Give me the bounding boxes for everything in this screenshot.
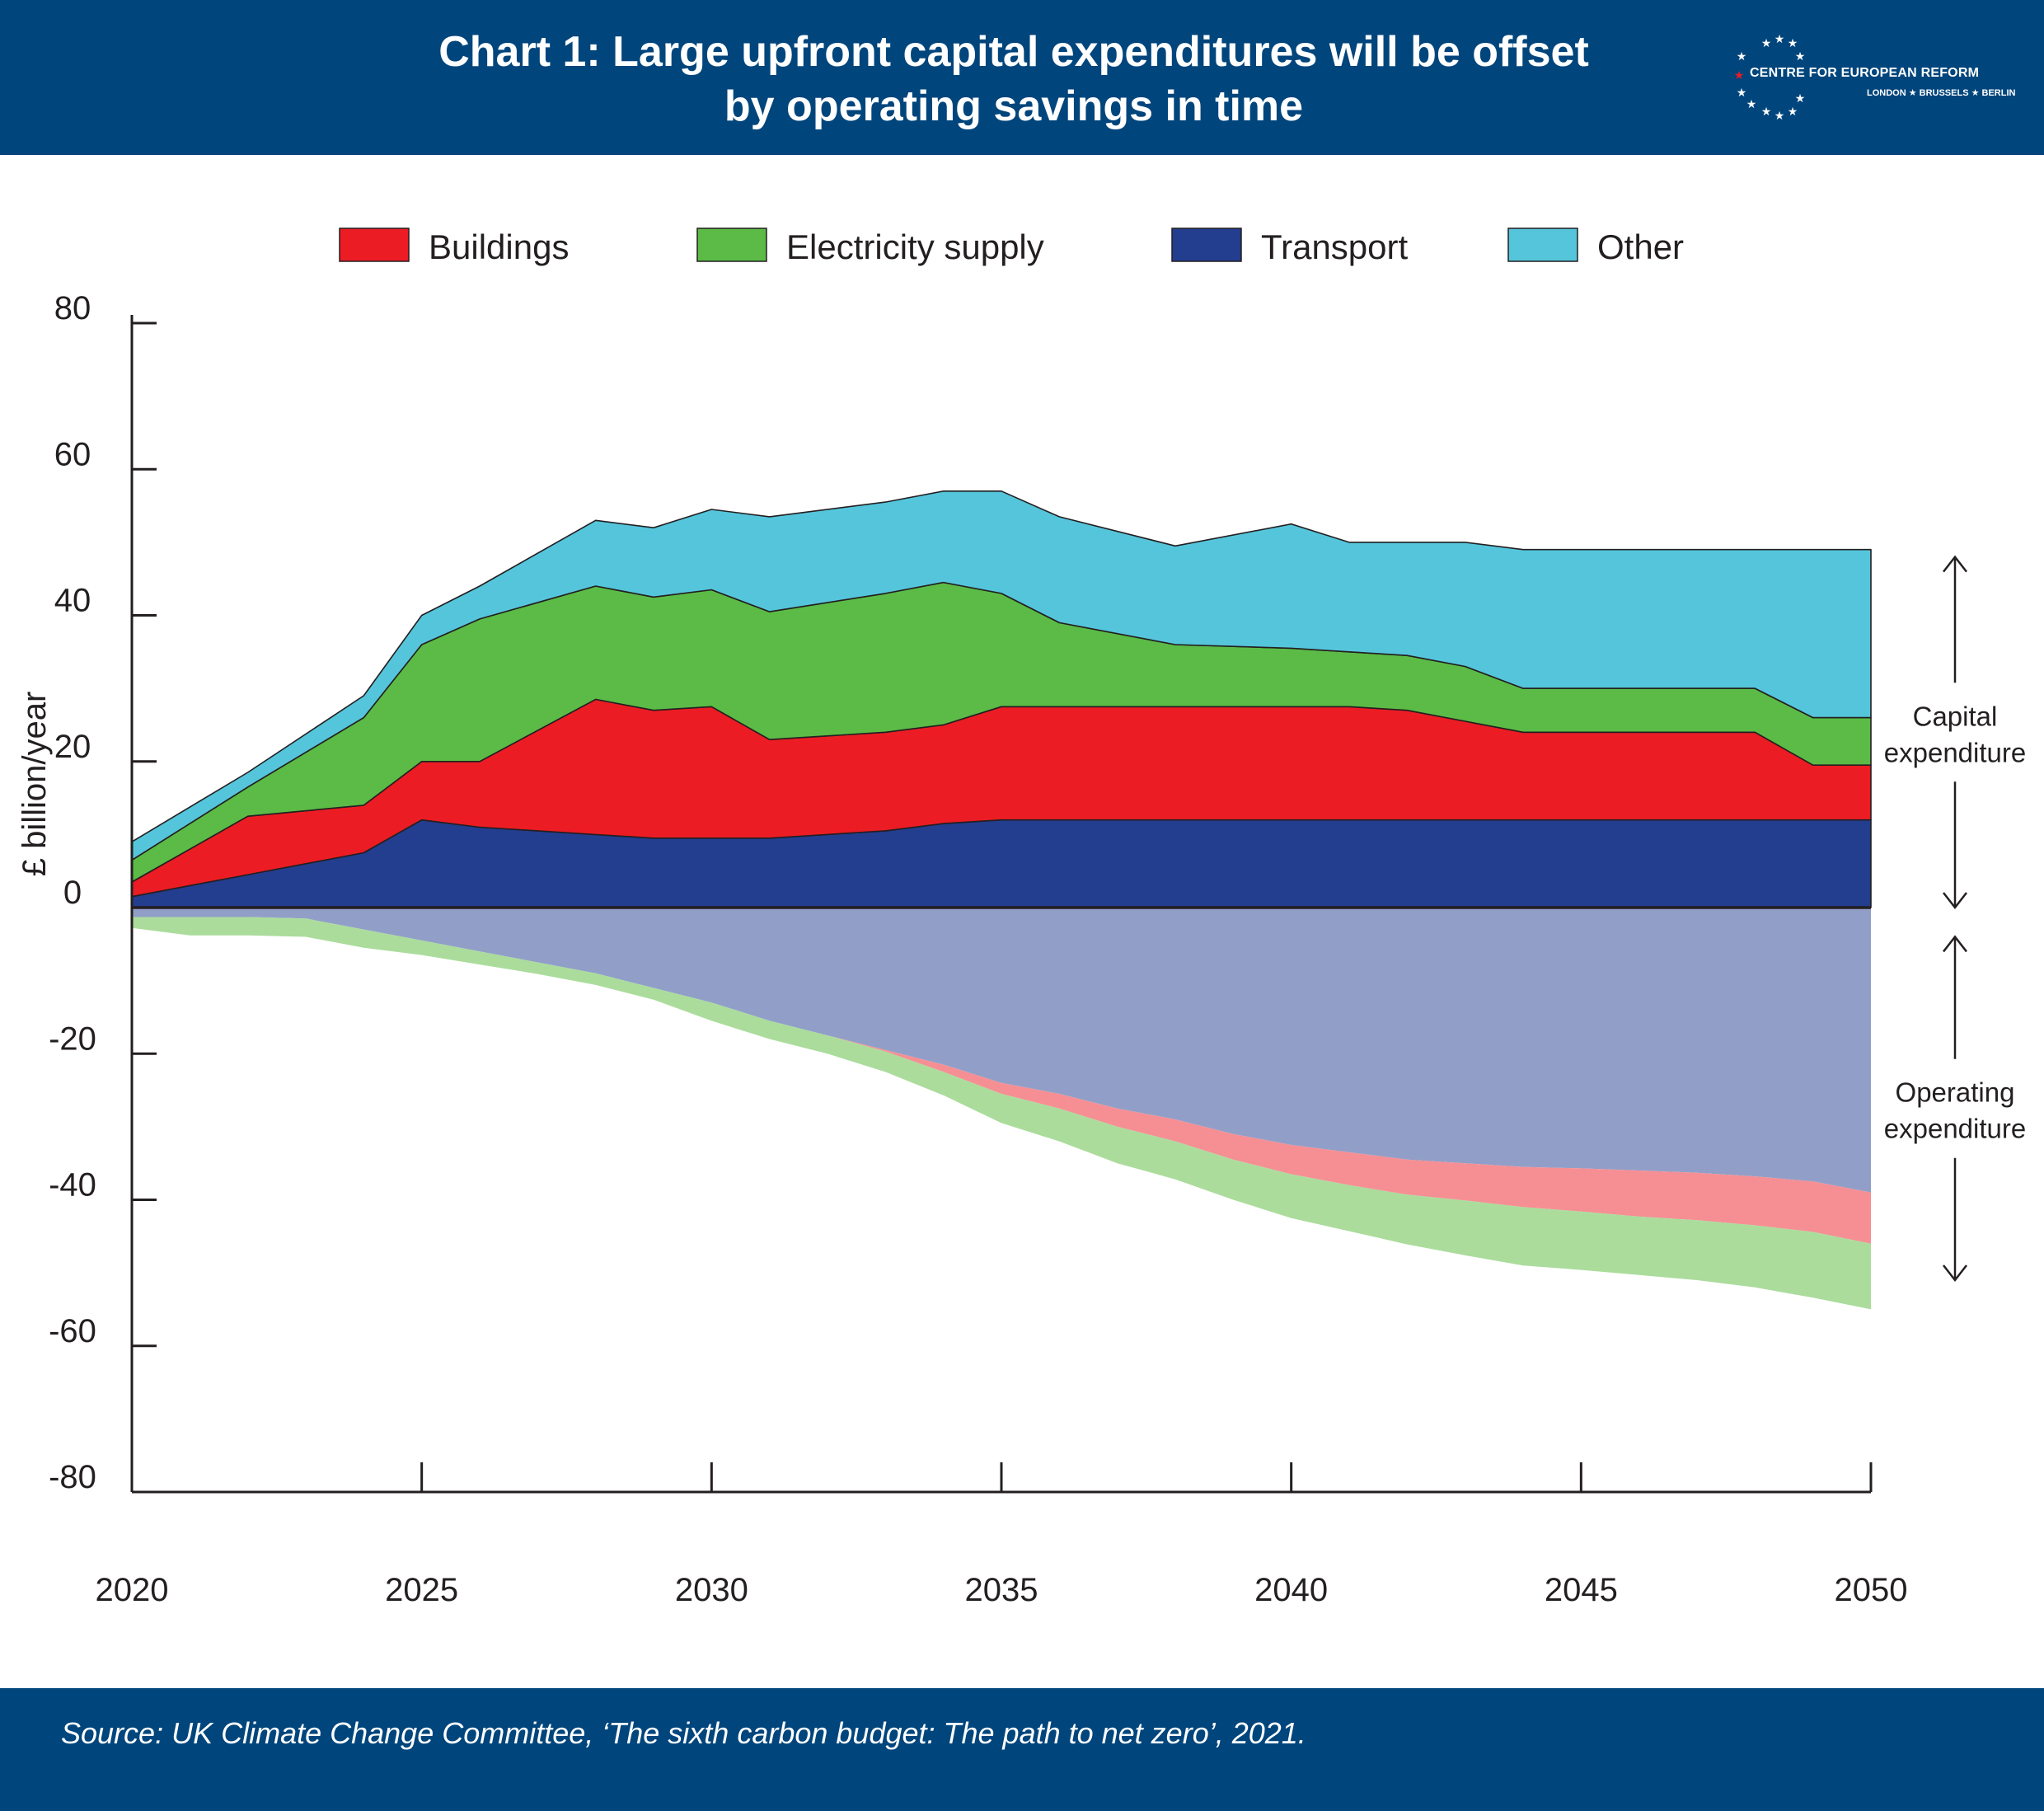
chart-title: Chart 1: Large upfront capital expenditu… (198, 25, 1830, 134)
eu-stars-icon: ★ ★ ★ ★ ★ ★ ★ ★ ★ ★ ★ ★ (1734, 33, 1806, 123)
opex-area-transport (132, 908, 1871, 1193)
footer-banner (0, 1688, 2044, 1811)
x-tick-label: 2020 (96, 1572, 169, 1608)
opex-area-buildings (132, 917, 1871, 1244)
x-tick-label: 2025 (385, 1572, 458, 1608)
operating-expenditure-areas (132, 908, 1871, 1310)
chart-title-line-2: by operating savings in time (724, 82, 1304, 130)
svg-text:★: ★ (1795, 50, 1806, 63)
x-tick-label: 2050 (1835, 1572, 1908, 1608)
annotation-capital: Capital expenditure (1884, 555, 2026, 910)
svg-text:★: ★ (1774, 33, 1785, 46)
legend-label-electricity-supply: Electricity supply (786, 228, 1044, 266)
svg-text:★: ★ (1737, 87, 1747, 100)
y-tick-label: -80 (49, 1459, 96, 1495)
legend-swatch-other (1507, 228, 1578, 262)
annotation-label: expenditure (1884, 737, 2026, 767)
svg-text:★: ★ (1788, 37, 1798, 50)
svg-text:★: ★ (1761, 37, 1772, 50)
svg-text:★: ★ (1774, 110, 1785, 123)
legend-swatch-transport (1171, 228, 1242, 262)
y-tick-label: 20 (54, 729, 91, 765)
chart-title-line-1: Chart 1: Large upfront capital expenditu… (438, 28, 1589, 76)
logo-organisation-name: CENTRE FOR EUROPEAN REFORM (1750, 66, 1980, 80)
y-tick-label: -60 (49, 1313, 96, 1349)
arrow-down-icon (1943, 1264, 1967, 1283)
y-tick-label: -20 (49, 1020, 96, 1057)
chart-legend: Buildings Electricity supply Transport Othe… (339, 228, 1684, 266)
svg-text:★: ★ (1788, 106, 1798, 119)
y-tick-label: 60 (54, 436, 91, 472)
legend-item-buildings: Buildings (339, 228, 569, 266)
svg-text:★: ★ (1734, 69, 1745, 82)
x-tick-label: 2035 (965, 1572, 1038, 1608)
arrow-down-icon (1943, 892, 1967, 910)
source-note: Source: UK Climate Change Committee, ‘Th… (61, 1716, 1306, 1750)
chart-axes: 80 60 40 20 0 -20 -40 -60 -80 2020 2025 2030 2035 204… (16, 290, 1907, 1608)
svg-text:★: ★ (1795, 92, 1806, 106)
y-tick-label: 40 (54, 583, 91, 619)
arrow-up-icon (1943, 935, 1967, 953)
legend-label-transport: Transport (1261, 228, 1409, 266)
legend-item-electricity-supply: Electricity supply (696, 228, 1044, 266)
y-axis-label: £ billion/year (16, 692, 53, 877)
y-tick-label: 80 (54, 290, 91, 326)
capital-expenditure-areas (131, 490, 1872, 908)
header-banner (0, 0, 2044, 155)
svg-text:★: ★ (1746, 98, 1757, 111)
arrow-up-icon (1943, 555, 1967, 573)
y-tick-label: 0 (63, 875, 82, 911)
legend-item-transport: Transport (1171, 228, 1409, 266)
logo-cities: LONDON ★ BRUSSELS ★ BERLIN (1867, 88, 2016, 98)
annotation-label: Capital (1913, 701, 1998, 731)
x-tick-label: 2040 (1254, 1572, 1328, 1608)
legend-swatch-buildings (339, 228, 410, 262)
svg-text:★: ★ (1737, 50, 1747, 63)
x-tick-label: 2030 (675, 1572, 748, 1608)
chart-annotations: Capital expenditure Operating expenditure (1884, 555, 2026, 1283)
legend-label-buildings: Buildings (429, 228, 569, 266)
chart-area: 80 60 40 20 0 -20 -40 -60 -80 2020 2025 2030 2035 204… (16, 228, 2026, 1608)
opex-area-electricity-supply (132, 917, 1871, 1310)
y-tick-label: -40 (49, 1167, 96, 1203)
annotation-label: expenditure (1884, 1114, 2026, 1144)
annotation-operating: Operating expenditure (1884, 935, 2026, 1283)
legend-swatch-electricity-supply (696, 228, 767, 262)
annotation-label: Operating (1896, 1077, 2015, 1108)
svg-text:★: ★ (1761, 106, 1772, 119)
legend-item-other: Other (1507, 228, 1684, 266)
cer-logo: ★ ★ ★ ★ ★ ★ ★ ★ ★ ★ ★ ★ CENTRE FOR EUROP… (1727, 33, 2023, 124)
x-tick-label: 2045 (1545, 1572, 1618, 1608)
legend-label-other: Other (1597, 228, 1684, 266)
capex-area-other (131, 490, 1872, 861)
